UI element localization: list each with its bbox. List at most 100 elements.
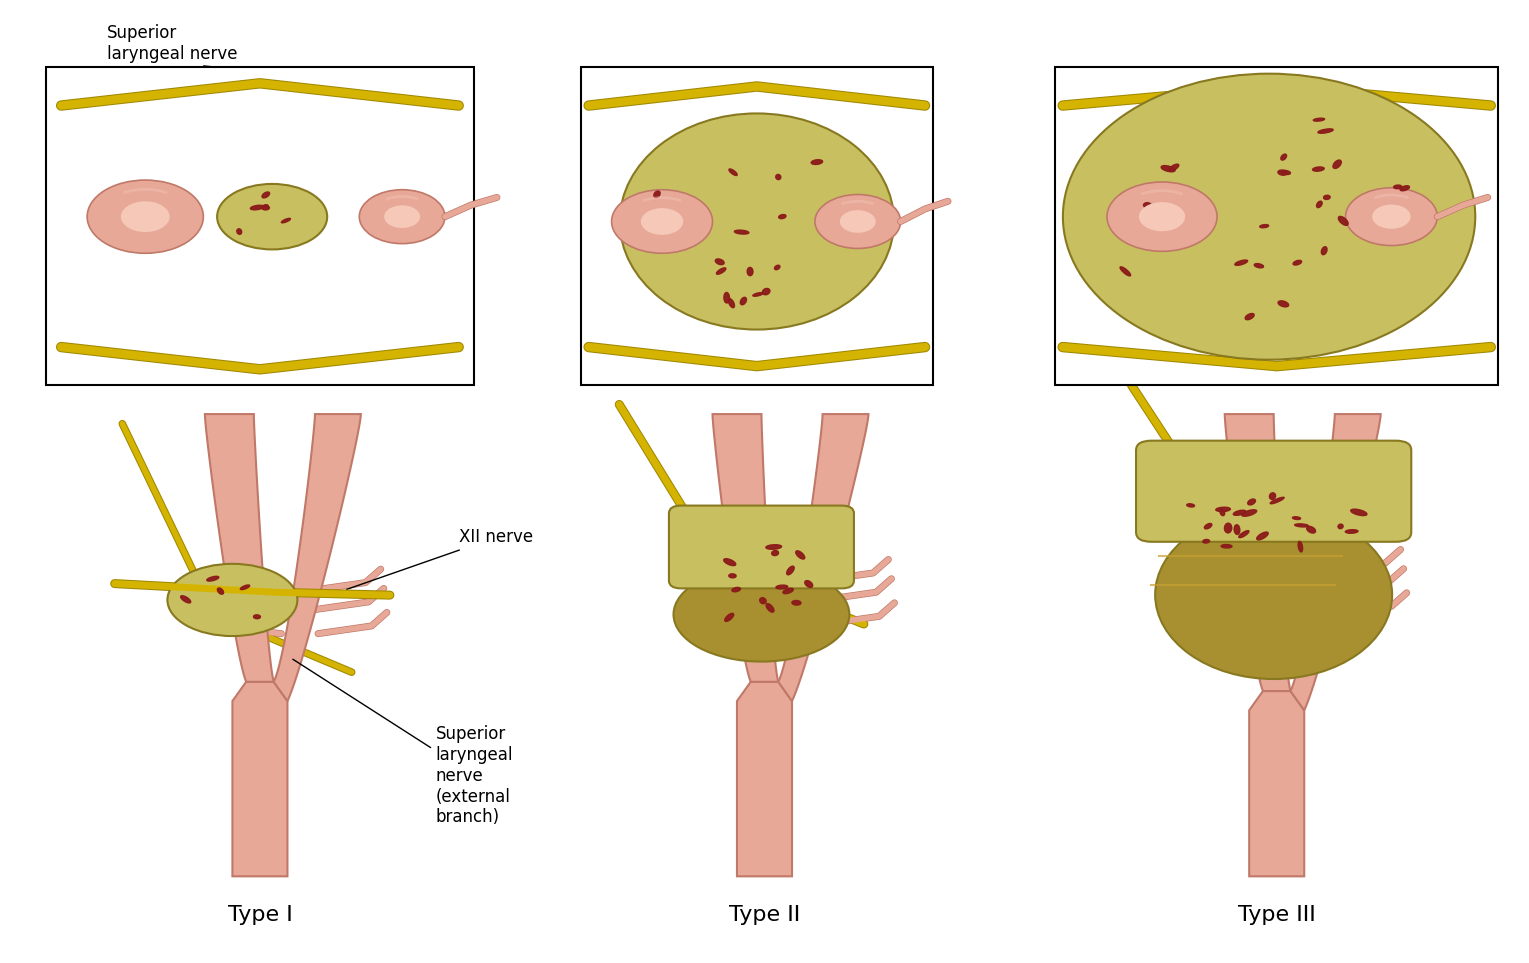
Ellipse shape — [168, 563, 298, 636]
Ellipse shape — [717, 268, 726, 274]
Polygon shape — [232, 682, 287, 876]
Ellipse shape — [1216, 508, 1231, 511]
Ellipse shape — [728, 299, 734, 308]
Circle shape — [87, 180, 203, 253]
Ellipse shape — [1203, 539, 1209, 543]
Ellipse shape — [775, 586, 787, 588]
Ellipse shape — [1318, 129, 1333, 133]
Ellipse shape — [1144, 202, 1151, 208]
Ellipse shape — [1338, 217, 1349, 225]
Circle shape — [815, 195, 901, 248]
Ellipse shape — [1063, 73, 1475, 359]
Ellipse shape — [1281, 170, 1290, 174]
Ellipse shape — [1294, 260, 1301, 265]
Ellipse shape — [795, 551, 804, 560]
Ellipse shape — [775, 265, 780, 270]
Ellipse shape — [723, 293, 729, 303]
Ellipse shape — [1292, 517, 1301, 519]
Circle shape — [1372, 204, 1411, 229]
Ellipse shape — [772, 551, 778, 556]
Ellipse shape — [786, 566, 794, 575]
Polygon shape — [778, 414, 868, 701]
Ellipse shape — [1312, 167, 1324, 171]
Ellipse shape — [752, 293, 763, 297]
Ellipse shape — [1307, 527, 1315, 534]
Ellipse shape — [766, 604, 774, 612]
Ellipse shape — [812, 160, 823, 165]
Polygon shape — [1249, 691, 1304, 876]
Polygon shape — [1290, 414, 1381, 711]
Ellipse shape — [1333, 160, 1341, 169]
Ellipse shape — [1393, 185, 1402, 189]
Circle shape — [1107, 182, 1217, 251]
Ellipse shape — [261, 192, 269, 198]
Ellipse shape — [1338, 524, 1342, 529]
Ellipse shape — [1257, 532, 1268, 540]
Circle shape — [641, 208, 683, 235]
Polygon shape — [205, 414, 274, 682]
Ellipse shape — [1168, 164, 1179, 171]
Ellipse shape — [1238, 531, 1249, 537]
Polygon shape — [1225, 414, 1290, 691]
Ellipse shape — [734, 230, 749, 234]
Ellipse shape — [1269, 493, 1275, 500]
Ellipse shape — [1346, 530, 1358, 534]
Ellipse shape — [1271, 497, 1284, 504]
Ellipse shape — [723, 559, 735, 565]
Ellipse shape — [1156, 510, 1391, 679]
Ellipse shape — [180, 596, 191, 603]
Ellipse shape — [1187, 504, 1194, 507]
Ellipse shape — [1350, 509, 1367, 515]
Ellipse shape — [1254, 264, 1263, 268]
Text: Type II: Type II — [729, 905, 800, 925]
Bar — [581, 67, 933, 385]
Ellipse shape — [1121, 267, 1130, 276]
Polygon shape — [274, 414, 361, 701]
Ellipse shape — [217, 184, 327, 249]
Ellipse shape — [1235, 260, 1248, 266]
Circle shape — [1346, 188, 1437, 246]
Ellipse shape — [1313, 118, 1324, 121]
Ellipse shape — [237, 229, 242, 234]
Circle shape — [359, 190, 445, 244]
Ellipse shape — [1316, 201, 1323, 208]
Ellipse shape — [1205, 524, 1212, 529]
Bar — [1055, 67, 1498, 385]
Ellipse shape — [206, 576, 219, 581]
Circle shape — [839, 210, 876, 233]
Ellipse shape — [1242, 509, 1257, 516]
Ellipse shape — [1161, 166, 1176, 171]
Ellipse shape — [217, 588, 223, 594]
Ellipse shape — [1298, 541, 1303, 552]
Ellipse shape — [254, 614, 260, 618]
Ellipse shape — [1278, 300, 1289, 307]
Ellipse shape — [783, 588, 794, 593]
Ellipse shape — [763, 289, 771, 295]
Ellipse shape — [1168, 211, 1174, 216]
Text: Type I: Type I — [228, 905, 292, 925]
Ellipse shape — [1245, 314, 1254, 320]
Ellipse shape — [1401, 186, 1410, 191]
Circle shape — [1139, 202, 1185, 231]
Text: Type III: Type III — [1238, 905, 1315, 925]
Ellipse shape — [1222, 544, 1232, 548]
FancyBboxPatch shape — [1136, 441, 1411, 542]
Ellipse shape — [654, 191, 661, 197]
Ellipse shape — [1324, 195, 1330, 199]
Ellipse shape — [748, 268, 752, 275]
Ellipse shape — [619, 114, 894, 329]
Polygon shape — [713, 414, 778, 682]
Ellipse shape — [1281, 154, 1286, 160]
Ellipse shape — [740, 298, 746, 304]
Ellipse shape — [1278, 170, 1287, 175]
Ellipse shape — [1260, 224, 1269, 228]
Ellipse shape — [1225, 523, 1232, 533]
Ellipse shape — [716, 259, 725, 265]
Text: Superior
laryngeal nerve: Superior laryngeal nerve — [107, 24, 315, 77]
Text: XII nerve: XII nerve — [107, 99, 295, 139]
Ellipse shape — [725, 613, 734, 621]
Ellipse shape — [760, 598, 766, 604]
Ellipse shape — [775, 174, 781, 180]
Ellipse shape — [263, 205, 268, 208]
Ellipse shape — [1234, 510, 1246, 515]
